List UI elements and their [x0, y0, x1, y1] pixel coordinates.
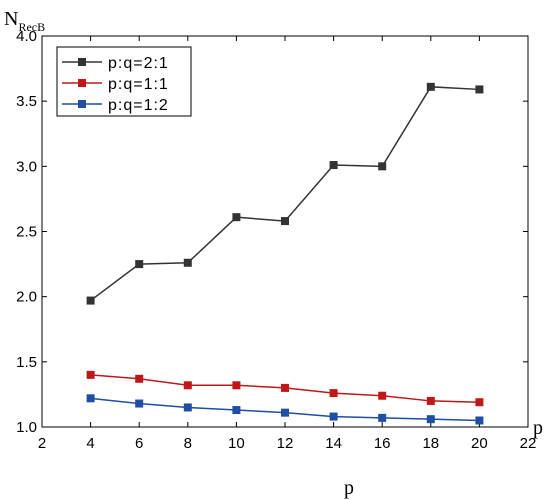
- y-tick-label: 1.5: [16, 354, 37, 371]
- series-1-point: [475, 85, 484, 94]
- y-tick-label: 4.0: [16, 28, 37, 45]
- series-1-point: [86, 296, 95, 305]
- legend-marker-2: [78, 79, 86, 87]
- series-3-point: [135, 399, 144, 408]
- series-2-point: [426, 396, 435, 405]
- x-axis-label: p: [344, 477, 354, 499]
- series-1-point: [329, 161, 338, 170]
- series-1-point: [232, 213, 241, 222]
- series-line-1: [90, 86, 480, 302]
- series-3-point: [281, 408, 289, 417]
- x-tick-label: 4: [86, 435, 94, 452]
- legend-label-1: p:q=2:1: [108, 55, 169, 72]
- series-2-point: [183, 381, 192, 390]
- x-tick-label: 6: [135, 435, 143, 452]
- series-1-point: [135, 260, 144, 269]
- legend-label-3: p:q=1:2: [108, 97, 169, 114]
- y-tick-label: 1.0: [16, 419, 37, 436]
- x-tick-label: 20: [471, 435, 488, 452]
- series-2-point: [232, 381, 241, 390]
- y-tick-label: 3.0: [16, 158, 37, 175]
- x-tick-label: 14: [325, 435, 342, 452]
- x-axis-ticks: 2 4 6 8 10 12 14 16 18 20 22: [38, 36, 537, 452]
- series-2-point: [329, 389, 338, 398]
- x-tick-label: 2: [38, 435, 46, 452]
- series-3-point: [426, 415, 435, 424]
- y-axis-label-main: N: [4, 8, 18, 30]
- series-3-point: [378, 413, 387, 422]
- series-1-point: [281, 217, 289, 226]
- series-2-point: [135, 374, 144, 383]
- series-2-point: [378, 391, 387, 400]
- series-layer: [86, 82, 484, 425]
- series-3-point: [329, 412, 338, 421]
- y-axis-label-sub: RecB: [18, 20, 45, 34]
- series-3-point: [475, 416, 484, 425]
- series-3-point: [232, 406, 241, 415]
- y-tick-label: 2.0: [16, 289, 37, 306]
- x-tick-label: 16: [374, 435, 391, 452]
- y-axis-ticks: 1.0 1.5 2.0 2.5 3.0 3.5 4.0: [16, 28, 528, 436]
- legend-marker-1: [78, 58, 86, 66]
- series-3-point: [183, 403, 192, 412]
- series-2-point: [475, 398, 484, 407]
- legend: p:q=2:1 p:q=1:1 p:q=1:2: [56, 46, 192, 117]
- x-tick-label: 18: [422, 435, 439, 452]
- x-tick-label: 22: [520, 435, 537, 452]
- legend-label-2: p:q=1:1: [108, 76, 169, 93]
- series-1-point: [426, 82, 435, 91]
- x-tick-label: 8: [184, 435, 192, 452]
- y-tick-label: 3.5: [16, 93, 37, 110]
- y-tick-label: 2.5: [16, 224, 37, 241]
- x-axis-end-label: p: [533, 417, 543, 439]
- series-1-point: [183, 258, 192, 267]
- legend-marker-3: [78, 100, 86, 108]
- x-tick-label: 12: [277, 435, 294, 452]
- x-tick-label: 10: [228, 435, 245, 452]
- series-3-point: [86, 394, 95, 403]
- series-2-point: [86, 370, 95, 379]
- y-axis-label: NRecB: [4, 8, 45, 34]
- series-2-point: [281, 383, 289, 392]
- series-1-point: [378, 162, 387, 171]
